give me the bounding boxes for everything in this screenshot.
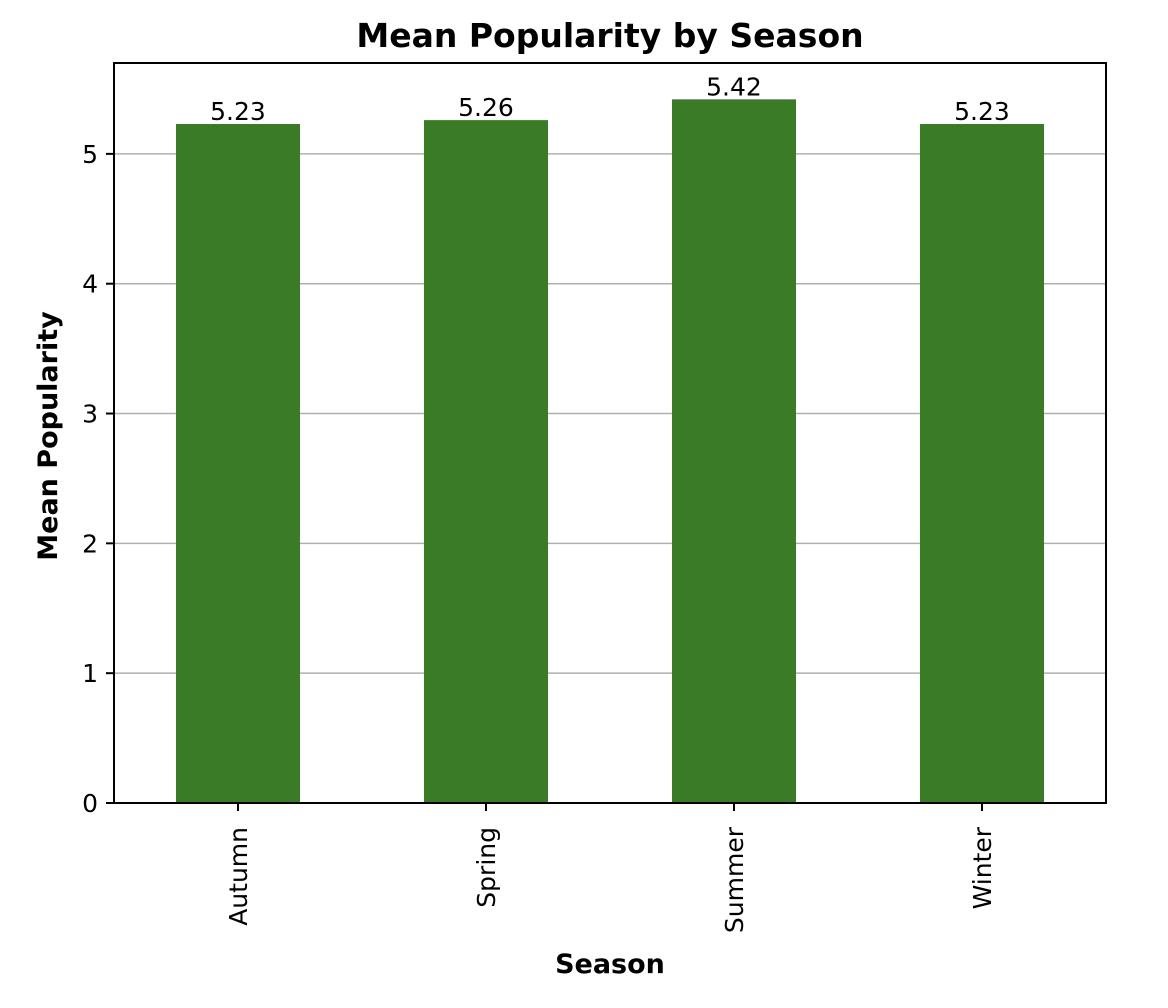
bar-summer (672, 99, 796, 803)
x-tick-label: Spring (472, 827, 501, 908)
y-axis-label: Mean Popularity (33, 311, 64, 561)
y-axis-ticks: 0 1 2 3 4 5 (82, 140, 114, 818)
bar-winter (920, 124, 1044, 803)
bar-autumn (176, 124, 300, 803)
y-tick-label: 0 (82, 789, 98, 818)
y-tick-label: 3 (82, 400, 98, 429)
value-label: 5.23 (210, 97, 266, 126)
y-tick-label: 2 (82, 529, 98, 558)
x-axis-label: Season (555, 949, 665, 980)
value-label: 5.26 (458, 93, 514, 122)
x-tick-label: Winter (968, 826, 997, 909)
x-tick-label: Autumn (224, 827, 253, 926)
bar-spring (424, 120, 548, 804)
y-tick-label: 5 (82, 140, 98, 169)
x-tick-label: Summer (720, 826, 749, 933)
y-tick-label: 1 (82, 659, 98, 688)
y-tick-label: 4 (82, 270, 98, 299)
bars (176, 99, 1044, 804)
value-labels: 5.23 5.26 5.42 5.23 (210, 72, 1010, 126)
plot-frame (113, 62, 1107, 804)
chart-title: Mean Popularity by Season (356, 16, 863, 55)
value-label: 5.23 (954, 97, 1010, 126)
x-axis-ticks: Autumn Spring Summer Winter (224, 803, 997, 933)
value-label: 5.42 (706, 72, 762, 101)
